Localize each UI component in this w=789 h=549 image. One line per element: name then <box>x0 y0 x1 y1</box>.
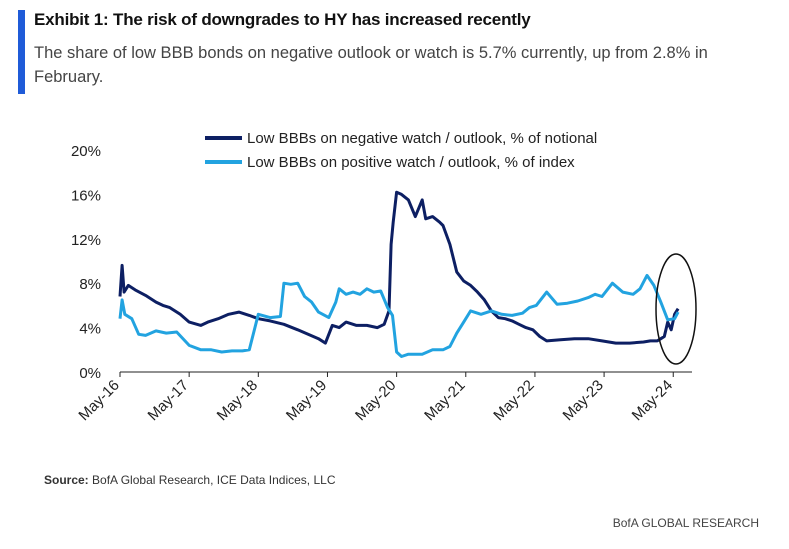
x-tick-label: May-23 <box>560 377 607 424</box>
exhibit-subtitle: The share of low BBB bonds on negative o… <box>34 44 708 86</box>
series-line-positive <box>118 273 680 358</box>
exhibit-accent-bar <box>18 10 25 94</box>
x-tick-label: May-22 <box>490 377 537 424</box>
brand-footer: BofA GLOBAL RESEARCH <box>612 516 759 530</box>
x-tick-label: May-19 <box>283 377 330 424</box>
x-tick-label: May-18 <box>214 377 261 424</box>
highlight-ellipse <box>655 253 697 365</box>
x-tick-label: May-16 <box>75 377 122 424</box>
source-label: Source: <box>44 473 89 487</box>
exhibit-title: Exhibit 1: The risk of downgrades to HY … <box>34 10 531 29</box>
legend-label-negative: Low BBBs on negative watch / outlook, % … <box>247 130 597 147</box>
x-tick-label: May-24 <box>629 377 676 424</box>
x-tick-label: May-21 <box>421 377 468 424</box>
chart-axes: 0% 4% 8% 12% 16% 20% May-16 May-17 May-18 May-19 M… <box>71 143 692 424</box>
y-tick-label: 16% <box>71 187 101 204</box>
source-text: BofA Global Research, ICE Data Indices, … <box>92 473 336 487</box>
y-tick-label: 4% <box>79 321 101 338</box>
x-tick-label: May-20 <box>352 377 399 424</box>
legend-label-positive: Low BBBs on positive watch / outlook, % … <box>247 154 575 171</box>
x-tick-label: May-17 <box>145 377 192 424</box>
series-line-negative <box>118 190 680 345</box>
source-note: Source: BofA Global Research, ICE Data I… <box>44 473 336 487</box>
y-tick-label: 8% <box>79 276 101 293</box>
y-tick-label: 12% <box>71 232 101 249</box>
chart-series <box>118 190 680 358</box>
y-tick-label: 20% <box>71 143 101 160</box>
chart-legend: Low BBBs on negative watch / outlook, % … <box>205 130 597 171</box>
y-tick-label: 0% <box>79 365 101 382</box>
